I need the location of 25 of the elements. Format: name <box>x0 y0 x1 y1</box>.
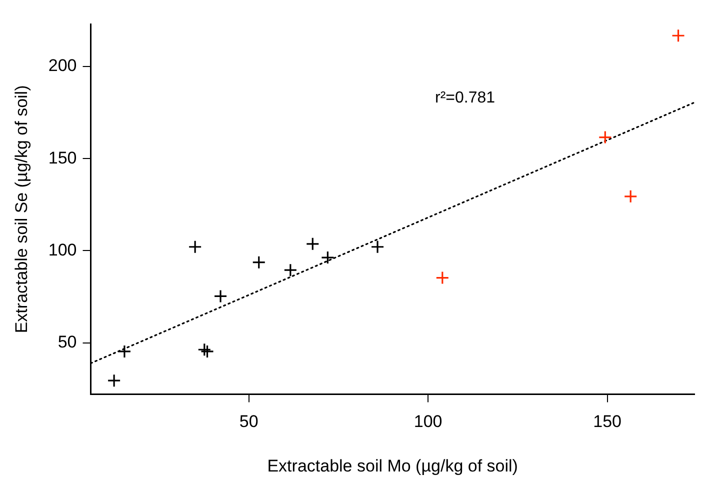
y-tick-label: 100 <box>48 240 77 260</box>
point <box>671 28 686 42</box>
point <box>188 240 202 254</box>
point <box>214 289 228 304</box>
point <box>436 271 450 285</box>
y-axis-title: Extractable soil Se (µg/kg of soil) <box>12 85 31 334</box>
x-axis-title: Extractable soil Mo (µg/kg of soil) <box>267 456 518 476</box>
y-tick-label: 200 <box>48 56 77 76</box>
x-tick-label: 150 <box>593 412 622 432</box>
y-tick-label: 50 <box>58 332 77 352</box>
point <box>306 237 320 251</box>
annotation: r²=0.781 <box>434 90 496 107</box>
x-tick-label: 50 <box>239 412 258 432</box>
point <box>118 344 132 358</box>
point <box>107 374 121 388</box>
point <box>624 190 638 204</box>
point <box>320 250 334 264</box>
point <box>598 130 612 144</box>
point <box>284 263 298 277</box>
y-tick-label: 150 <box>48 148 77 168</box>
point <box>370 240 384 254</box>
x-tick-label: 100 <box>414 412 442 432</box>
point <box>200 344 214 358</box>
point <box>198 342 212 356</box>
point <box>252 256 266 270</box>
